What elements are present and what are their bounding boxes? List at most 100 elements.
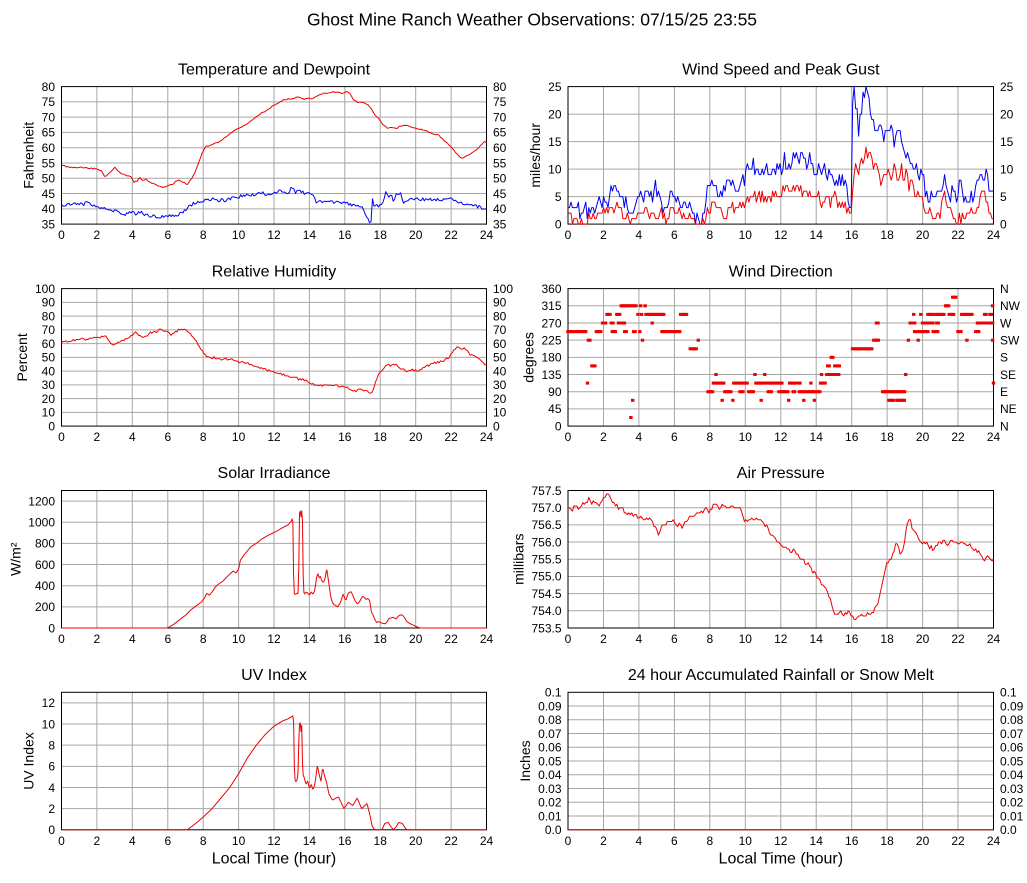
svg-text:65: 65 [493,126,507,140]
svg-text:24: 24 [480,430,494,444]
svg-text:0.09: 0.09 [538,699,562,713]
svg-text:22: 22 [951,228,965,242]
svg-text:10: 10 [232,430,246,444]
svg-text:60: 60 [493,337,507,351]
svg-text:55: 55 [493,156,507,170]
svg-text:0.05: 0.05 [538,754,562,768]
svg-text:16: 16 [338,834,352,848]
svg-text:4: 4 [129,430,136,444]
svg-text:12: 12 [774,228,788,242]
svg-text:8: 8 [48,738,55,752]
svg-text:14: 14 [810,430,824,444]
svg-text:Air Pressure: Air Pressure [737,465,825,482]
svg-text:2: 2 [48,802,55,816]
svg-text:22: 22 [444,228,458,242]
svg-text:45: 45 [42,187,56,201]
svg-text:14: 14 [303,632,317,646]
svg-text:20: 20 [916,632,930,646]
svg-text:10: 10 [42,406,56,420]
svg-text:0.07: 0.07 [538,727,562,741]
svg-text:45: 45 [548,402,562,416]
svg-text:16: 16 [845,834,859,848]
svg-text:0: 0 [58,430,65,444]
svg-text:18: 18 [880,228,894,242]
svg-text:18: 18 [374,430,388,444]
svg-text:10: 10 [739,430,753,444]
svg-text:20: 20 [42,392,56,406]
svg-text:miles/hour: miles/hour [527,123,543,188]
svg-text:0.01: 0.01 [1000,809,1024,823]
svg-text:35: 35 [42,217,56,231]
svg-text:4: 4 [636,430,643,444]
svg-text:0: 0 [1000,217,1007,231]
svg-text:0: 0 [555,419,562,433]
svg-text:80: 80 [42,309,56,323]
svg-text:80: 80 [493,80,507,94]
svg-text:6: 6 [164,834,171,848]
svg-text:40: 40 [493,364,507,378]
svg-text:14: 14 [810,632,824,646]
svg-text:Wind Direction: Wind Direction [729,263,833,280]
svg-text:Ghost Mine Ranch Weather Obser: Ghost Mine Ranch Weather Observations: 0… [307,10,757,30]
svg-text:15: 15 [548,135,562,149]
svg-text:0: 0 [565,430,572,444]
svg-text:0: 0 [58,228,65,242]
svg-text:5: 5 [555,190,562,204]
svg-text:10: 10 [232,632,246,646]
svg-text:135: 135 [541,368,561,382]
svg-text:8: 8 [706,430,713,444]
svg-text:6: 6 [164,632,171,646]
svg-text:757.0: 757.0 [531,501,561,515]
svg-text:35: 35 [493,217,507,231]
svg-text:16: 16 [338,228,352,242]
svg-text:0.1: 0.1 [545,686,562,700]
svg-text:30: 30 [42,378,56,392]
svg-text:16: 16 [845,430,859,444]
svg-text:50: 50 [42,172,56,186]
svg-text:2: 2 [94,228,101,242]
svg-text:754.5: 754.5 [531,587,561,601]
svg-text:Percent: Percent [14,333,30,381]
svg-text:4: 4 [129,228,136,242]
svg-text:0: 0 [555,217,562,231]
svg-text:756.0: 756.0 [531,535,561,549]
svg-text:SW: SW [1000,333,1020,347]
svg-text:W/m²: W/m² [7,542,23,576]
svg-text:70: 70 [493,110,507,124]
svg-text:50: 50 [493,351,507,365]
svg-text:10: 10 [739,834,753,848]
svg-text:0: 0 [565,632,572,646]
svg-text:24: 24 [987,430,1001,444]
svg-text:8: 8 [200,228,207,242]
svg-text:24: 24 [987,632,1001,646]
svg-text:0.04: 0.04 [1000,768,1024,782]
svg-text:25: 25 [1000,80,1014,94]
svg-text:0: 0 [58,834,65,848]
svg-text:24: 24 [987,228,1001,242]
svg-text:10: 10 [232,228,246,242]
svg-text:0: 0 [48,621,55,635]
svg-text:12: 12 [267,430,281,444]
svg-text:2: 2 [600,834,607,848]
svg-text:24: 24 [987,834,1001,848]
svg-text:SE: SE [1000,368,1016,382]
svg-text:20: 20 [493,392,507,406]
svg-text:754.0: 754.0 [531,604,561,618]
svg-text:E: E [1000,385,1008,399]
svg-text:24: 24 [480,228,494,242]
svg-text:22: 22 [444,632,458,646]
svg-text:millibars: millibars [511,534,527,585]
svg-text:16: 16 [845,228,859,242]
svg-text:degrees: degrees [521,332,537,383]
svg-text:0.02: 0.02 [1000,796,1024,810]
svg-text:0.1: 0.1 [1000,686,1017,700]
svg-text:0: 0 [565,834,572,848]
svg-text:22: 22 [951,430,965,444]
svg-text:16: 16 [338,632,352,646]
svg-text:6: 6 [671,228,678,242]
svg-text:0.08: 0.08 [1000,713,1024,727]
svg-text:100: 100 [35,282,55,296]
svg-text:0.06: 0.06 [1000,741,1024,755]
svg-text:80: 80 [42,80,56,94]
svg-text:70: 70 [42,323,56,337]
